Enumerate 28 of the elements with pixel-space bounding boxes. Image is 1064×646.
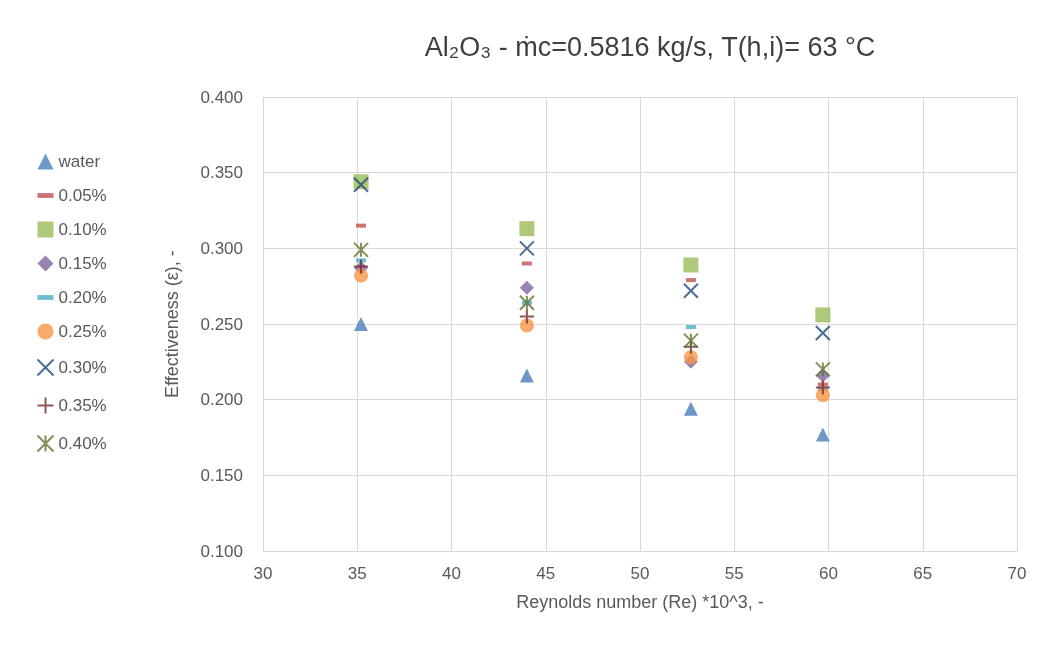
chart-title: Al₂O₃ - ṁc=0.5816 kg/s, T(h,i)= 63 °C	[424, 31, 876, 62]
y-tick-label: 0.200	[200, 390, 243, 410]
legend-label: 0.30%	[58, 358, 107, 377]
y-axis-title: Effectiveness (ε), -	[162, 250, 182, 398]
y-tick-label: 0.100	[200, 541, 243, 561]
legend-label: 0.05%	[58, 186, 107, 205]
legend-label: water	[57, 152, 101, 171]
legend-label: 0.10%	[58, 220, 107, 239]
y-tick-label: 0.250	[200, 314, 243, 334]
legend-label: 0.20%	[58, 288, 107, 307]
legend-label: 0.35%	[58, 396, 107, 415]
y-tick-label: 0.400	[200, 87, 243, 107]
x-axis-title: Reynolds number (Re) *10^3, -	[516, 592, 764, 612]
x-tick-label: 50	[630, 564, 650, 583]
y-tick-label: 0.350	[200, 163, 243, 183]
x-tick-label: 60	[819, 564, 838, 583]
x-tick-label: 40	[442, 564, 461, 583]
x-tick-label: 45	[536, 564, 556, 583]
legend-label: 0.15%	[58, 254, 107, 273]
x-tick-label: 55	[724, 564, 744, 583]
legend-label: 0.25%	[58, 322, 107, 341]
x-tick-label: 30	[253, 564, 273, 583]
y-tick-label: 0.150	[200, 465, 243, 485]
x-tick-label: 70	[1007, 564, 1027, 583]
y-tick-label: 0.300	[200, 238, 243, 258]
legend-label: 0.40%	[58, 434, 107, 453]
x-tick-label: 65	[913, 564, 933, 583]
x-tick-label: 35	[347, 564, 367, 583]
